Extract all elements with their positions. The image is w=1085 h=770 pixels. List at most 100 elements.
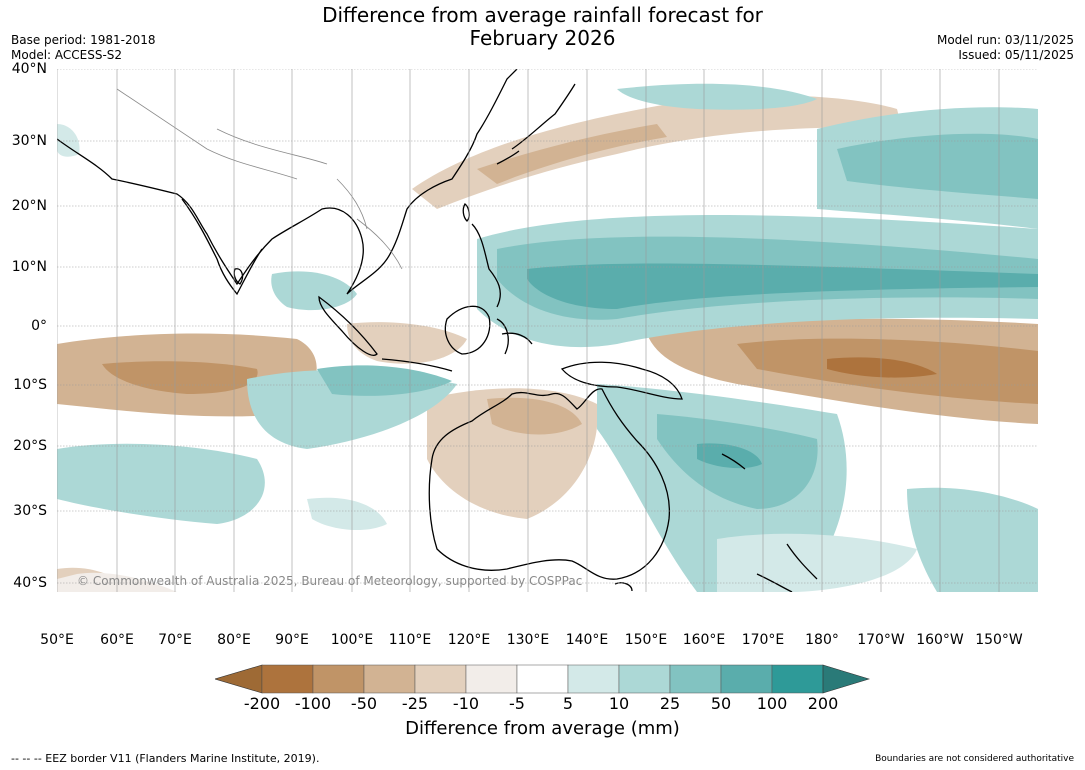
lon-label-50e: 50°E <box>40 632 74 648</box>
lon-label-100e: 100°E <box>330 632 374 648</box>
wet-anomaly-north-pacific <box>617 83 817 110</box>
lat-label-10n: 10°N <box>11 259 47 275</box>
colorbar-swatch <box>567 664 620 694</box>
model-name: Model: ACCESS-S2 <box>11 48 123 62</box>
colorbar-tick-minus-50: -50 <box>350 694 378 713</box>
lon-label-160e: 160°E <box>682 632 726 648</box>
title-line-2: February 2026 <box>469 26 616 50</box>
map-title: Difference from average rainfall forecas… <box>0 4 1085 50</box>
wet-anomaly-bay-of-bengal <box>271 271 357 311</box>
colorbar-tick-minus-200: -200 <box>243 694 281 713</box>
wet-anomaly-west-pacific-core <box>527 263 1038 309</box>
coastline-japan <box>496 83 576 165</box>
coastline-new-caledonia <box>721 453 746 470</box>
coastline-sulawesi <box>496 318 533 355</box>
meta-left: Base period: 1981-2018 Model: ACCESS-S2 <box>11 33 156 63</box>
wet-anomaly-southwest <box>307 497 387 531</box>
coastline-india <box>181 198 263 296</box>
colorbar <box>215 664 870 694</box>
lon-label-160w: 160°W <box>916 632 964 648</box>
coastline-taiwan <box>462 203 470 222</box>
wet-anomaly-north-indian <box>57 124 80 157</box>
coastline-new-guinea <box>560 361 683 400</box>
colorbar-swatch <box>771 664 824 694</box>
lon-label-70e: 70°E <box>158 632 192 648</box>
lon-label-60e: 60°E <box>100 632 134 648</box>
meta-right: Model run: 03/11/2025 Issued: 05/11/2025 <box>937 33 1074 63</box>
wet-anomaly-southern-ocean <box>717 533 917 592</box>
colorbar-swatch <box>261 664 314 694</box>
title-line-1: Difference from average rainfall forecas… <box>322 3 763 27</box>
lon-label-80e: 80°E <box>217 632 251 648</box>
colorbar-swatch <box>516 664 569 694</box>
coastlines <box>57 69 818 592</box>
dry-anomaly-equatorial-strong <box>827 357 937 378</box>
lat-label-30s: 30°S <box>13 503 47 519</box>
coastline-java <box>381 358 453 372</box>
lon-label-170e: 170°E <box>741 632 785 648</box>
coastline-asia <box>57 69 518 295</box>
coastline-new-zealand <box>756 543 818 592</box>
lat-label-10s: 10°S <box>13 377 47 393</box>
lon-label-110e: 110°E <box>388 632 432 648</box>
colorbar-tick-25: 25 <box>659 694 681 713</box>
colorbar-tick-minus-10: -10 <box>452 694 480 713</box>
colorbar-tick-minus-25: -25 <box>401 694 429 713</box>
wet-anomaly-south-indian-core <box>317 365 452 396</box>
border-asia <box>116 88 403 270</box>
dry-anomaly-australia-core <box>487 397 582 435</box>
colorbar-tick-minus-5: -5 <box>509 694 525 713</box>
lat-label-40n: 40°N <box>11 61 47 77</box>
base-period: Base period: 1981-2018 <box>11 33 156 47</box>
coastline-borneo <box>444 305 491 355</box>
colorbar-tick-5: 5 <box>562 694 574 713</box>
lat-label-20s: 20°S <box>13 438 47 454</box>
coastline-australia <box>428 388 671 580</box>
model-run: Model run: 03/11/2025 <box>936 33 1074 47</box>
lon-label-170w: 170°W <box>857 632 905 648</box>
lon-label-130e: 130°E <box>506 632 550 648</box>
colorbar-swatch <box>414 664 467 694</box>
coastline-tasmania <box>614 582 633 592</box>
wet-anomaly-far-southeast <box>907 487 1038 592</box>
lon-label-150w: 150°W <box>975 632 1023 648</box>
lon-label-150e: 150°E <box>624 632 668 648</box>
lat-label-40s: 40°S <box>13 575 47 591</box>
lat-label-30n: 30°N <box>11 133 47 149</box>
colorbar-extend-low <box>215 664 263 694</box>
colorbar-tick-50: 50 <box>710 694 732 713</box>
colorbar-tick-minus-100: -100 <box>294 694 332 713</box>
colorbar-tick-100: 100 <box>756 694 788 713</box>
rainfall-anomaly-map <box>57 69 1038 592</box>
colorbar-label: Difference from average (mm) <box>405 718 680 739</box>
colorbar-tick-10: 10 <box>608 694 630 713</box>
colorbar-swatch <box>312 664 365 694</box>
boundaries-disclaimer: Boundaries are not considered authoritat… <box>875 754 1074 764</box>
anomaly-fields <box>57 83 1038 592</box>
colorbar-swatch <box>363 664 416 694</box>
dry-anomaly-north-pacific <box>412 95 902 209</box>
coastline-philippines <box>471 223 501 308</box>
lat-label-0: 0° <box>31 318 47 334</box>
dry-anomaly-indian-core <box>102 361 258 394</box>
colorbar-swatch <box>465 664 518 694</box>
wet-anomaly-northeast-core <box>837 133 1038 199</box>
colorbar-swatch <box>720 664 773 694</box>
lon-label-120e: 120°E <box>447 632 491 648</box>
country-borders <box>116 88 403 270</box>
graticule <box>57 69 1038 592</box>
lon-label-90e: 90°E <box>275 632 309 648</box>
copyright-notice: © Commonwealth of Australia 2025, Bureau… <box>77 574 583 588</box>
colorbar-extend-high <box>822 664 870 694</box>
dry-anomaly-north-pacific-core <box>477 124 667 184</box>
colorbar-swatch <box>618 664 671 694</box>
lon-label-140e: 140°E <box>565 632 609 648</box>
colorbar-tick-200: 200 <box>807 694 839 713</box>
lon-label-180: 180° <box>805 632 839 648</box>
issued-date: Issued: 05/11/2025 <box>958 48 1074 62</box>
eez-border-note: -- -- -- EEZ border V11 (Flanders Marine… <box>11 752 320 765</box>
lat-label-20n: 20°N <box>11 198 47 214</box>
colorbar-swatch <box>669 664 722 694</box>
wet-anomaly-southwest-indian <box>57 443 265 524</box>
wet-anomaly-coral-sea <box>697 443 762 469</box>
